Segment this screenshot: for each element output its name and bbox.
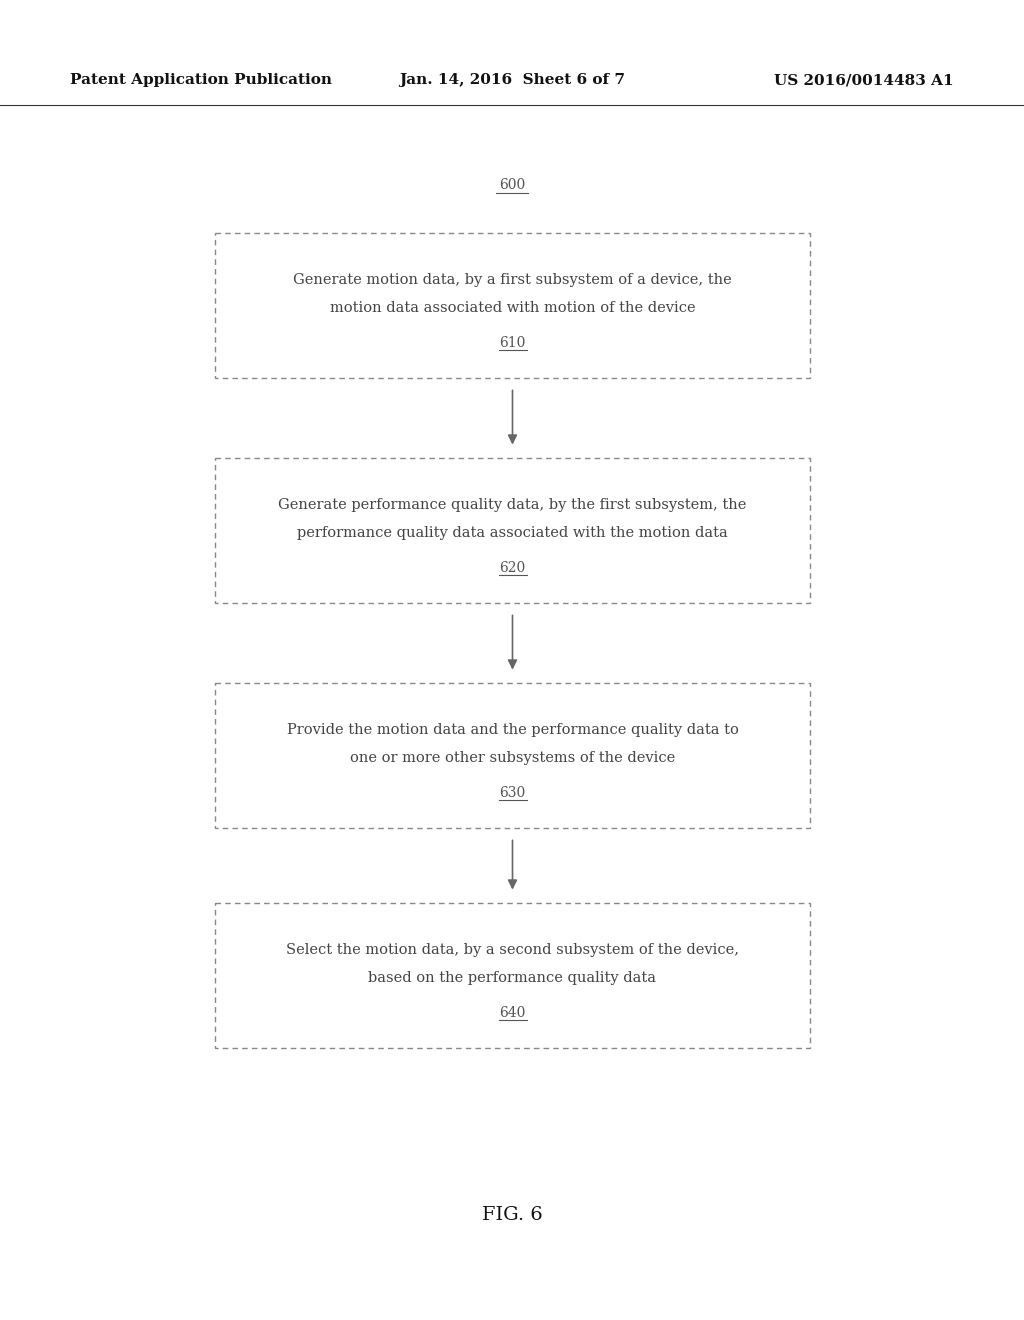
- Bar: [215, 682, 810, 828]
- Text: Generate motion data, by a first subsystem of a device, the: Generate motion data, by a first subsyst…: [293, 273, 732, 288]
- Text: US 2016/0014483 A1: US 2016/0014483 A1: [774, 73, 954, 87]
- Text: motion data associated with motion of the device: motion data associated with motion of th…: [330, 301, 695, 315]
- Text: performance quality data associated with the motion data: performance quality data associated with…: [297, 525, 728, 540]
- Text: 620: 620: [500, 561, 525, 574]
- Text: Provide the motion data and the performance quality data to: Provide the motion data and the performa…: [287, 723, 738, 738]
- Bar: [215, 458, 810, 602]
- Text: Jan. 14, 2016  Sheet 6 of 7: Jan. 14, 2016 Sheet 6 of 7: [399, 73, 625, 87]
- Text: 630: 630: [500, 785, 525, 800]
- Text: 600: 600: [499, 178, 525, 191]
- Text: Select the motion data, by a second subsystem of the device,: Select the motion data, by a second subs…: [286, 944, 739, 957]
- Text: Generate performance quality data, by the first subsystem, the: Generate performance quality data, by th…: [279, 499, 746, 512]
- Text: Patent Application Publication: Patent Application Publication: [70, 73, 332, 87]
- Text: FIG. 6: FIG. 6: [481, 1206, 543, 1224]
- Text: 610: 610: [500, 335, 525, 350]
- Bar: [215, 232, 810, 378]
- Text: 640: 640: [500, 1006, 525, 1020]
- Text: based on the performance quality data: based on the performance quality data: [369, 972, 656, 985]
- Bar: [215, 903, 810, 1048]
- Text: one or more other subsystems of the device: one or more other subsystems of the devi…: [350, 751, 675, 764]
